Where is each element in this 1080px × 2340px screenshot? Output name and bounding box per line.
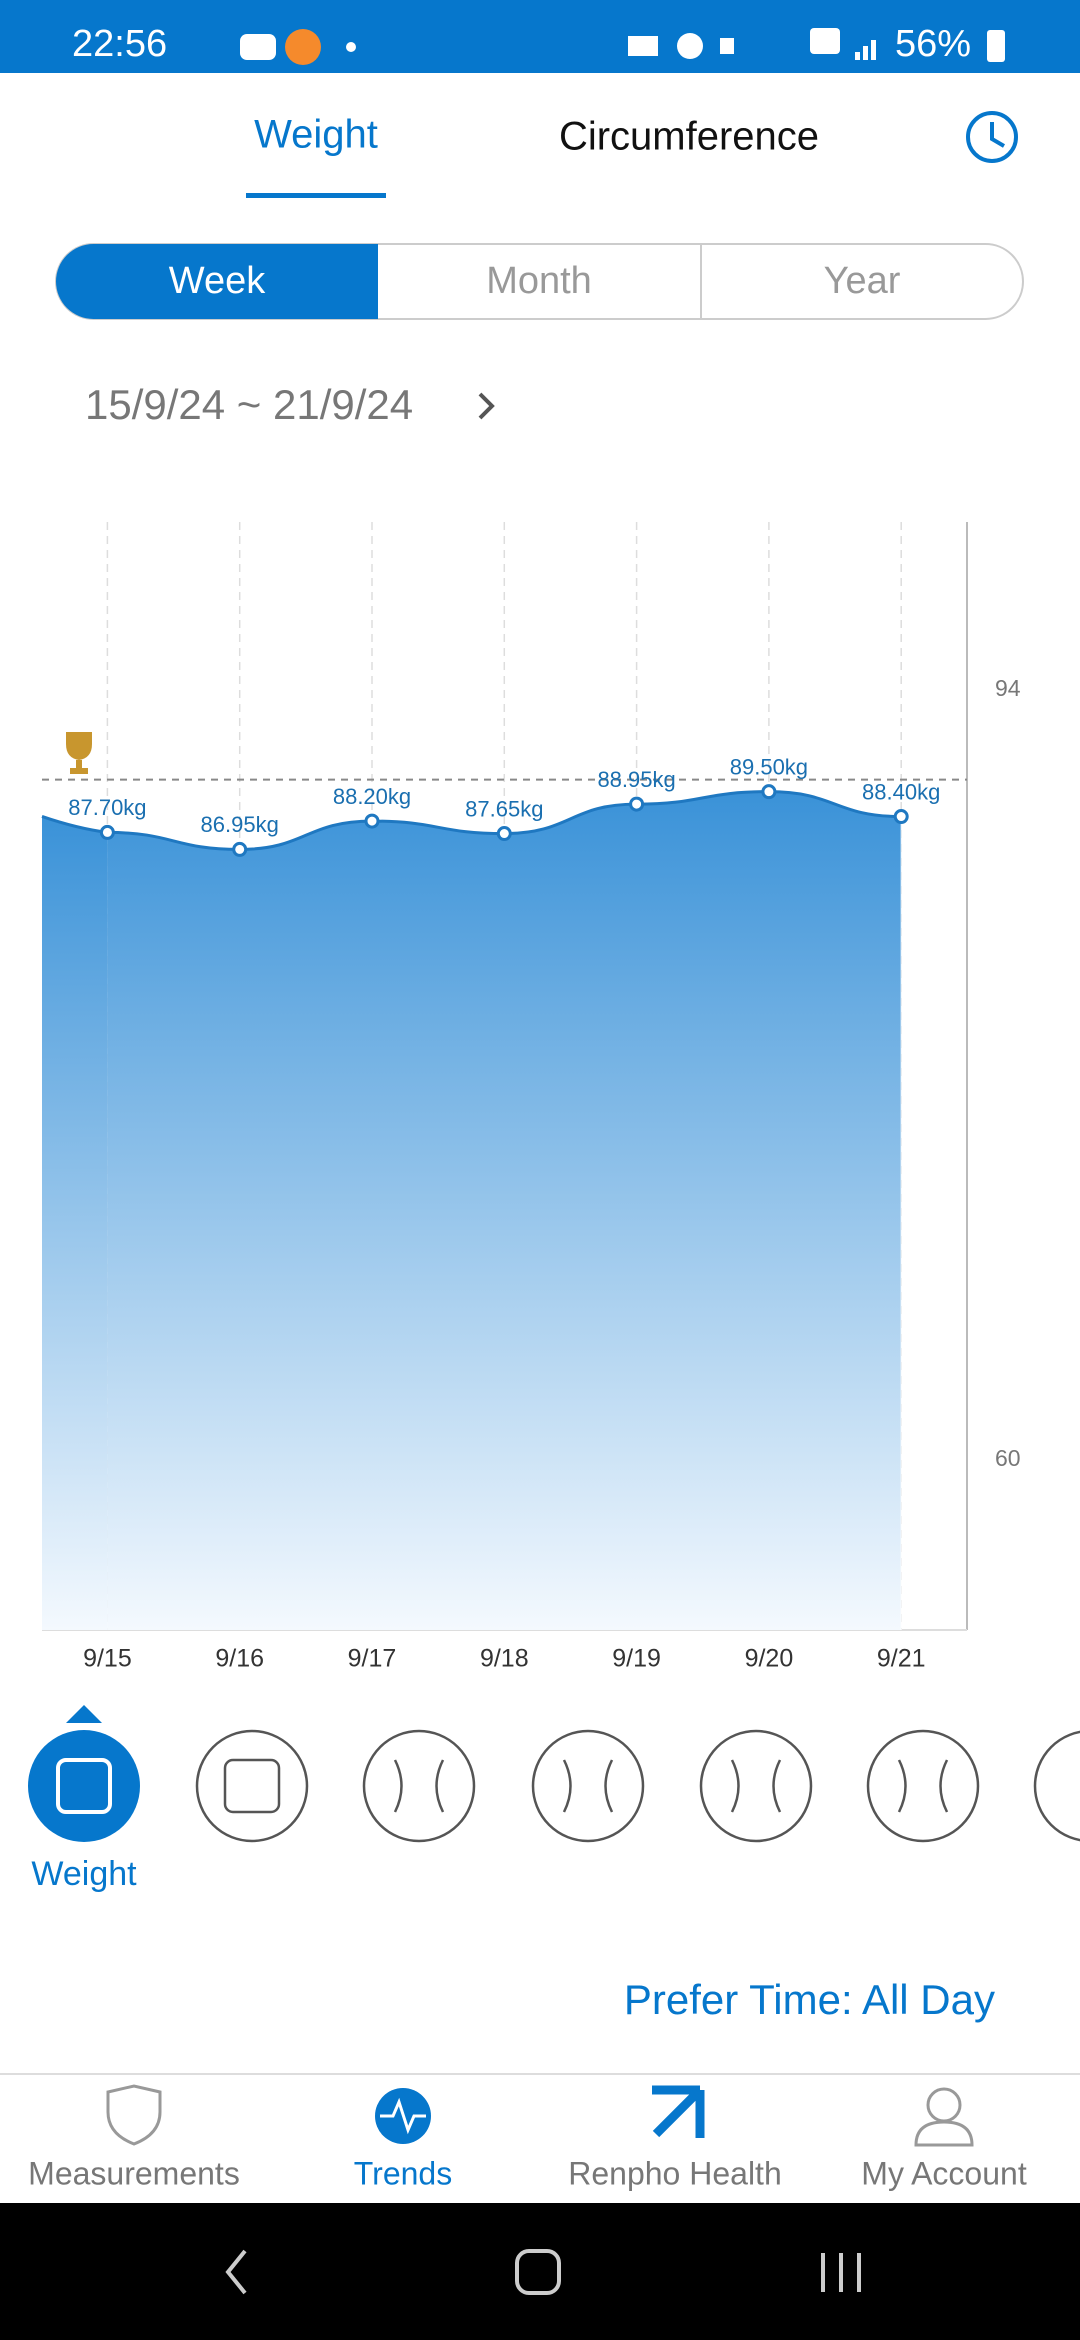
x-tick-label: 9/21 bbox=[877, 1645, 926, 1673]
point bbox=[893, 809, 909, 825]
tab-indicator bbox=[246, 193, 386, 198]
value-label: 89.50kg bbox=[730, 754, 808, 779]
value-label: 88.95kg bbox=[597, 767, 675, 792]
x-tick-label: 9/15 bbox=[83, 1645, 132, 1673]
x-tick-label: 9/18 bbox=[480, 1645, 529, 1673]
trophy-icon bbox=[66, 732, 92, 774]
x-tick-label: 9/16 bbox=[215, 1645, 264, 1673]
metric-icon-glyph bbox=[56, 1758, 112, 1814]
metric-icon[interactable] bbox=[866, 1729, 980, 1843]
metric-label: Weight bbox=[31, 1855, 137, 1893]
point bbox=[496, 826, 512, 842]
nav-icon bbox=[106, 2084, 162, 2146]
chart: 9/15 9/16 9/17 9/18 9/19 9/20 9/21 94 60 87.70kg 8… bbox=[41, 522, 1021, 1673]
period-selected bbox=[56, 244, 378, 319]
value-label: 88.20kg bbox=[333, 784, 411, 809]
period-option[interactable]: Month bbox=[486, 260, 592, 302]
status-battery: 56% bbox=[895, 23, 971, 65]
period-option[interactable]: Year bbox=[824, 260, 901, 302]
date-range[interactable]: 15/9/24 ~ 21/9/24 bbox=[85, 381, 413, 428]
nav-icon bbox=[914, 2120, 974, 2147]
nav-label[interactable]: Renpho Health bbox=[568, 2155, 781, 2191]
y-tick-label: 94 bbox=[995, 675, 1021, 701]
date-chevron[interactable] bbox=[478, 392, 495, 420]
metric-icon[interactable] bbox=[195, 1729, 309, 1843]
tab[interactable]: Weight bbox=[254, 113, 378, 157]
status-bar bbox=[0, 0, 1080, 73]
system-nav-bar bbox=[0, 2203, 1080, 2340]
period-option[interactable]: Week bbox=[169, 260, 266, 302]
point bbox=[629, 796, 645, 812]
history-button[interactable] bbox=[966, 111, 1018, 163]
point bbox=[99, 824, 115, 840]
value-label: 86.95kg bbox=[201, 812, 279, 837]
status-time: 22:56 bbox=[72, 23, 167, 65]
selected-indicator bbox=[66, 1705, 102, 1723]
prefer-time[interactable]: Prefer Time: All Day bbox=[624, 1976, 995, 2023]
nav-label[interactable]: My Account bbox=[861, 2155, 1027, 2191]
x-tick-label: 9/19 bbox=[612, 1645, 661, 1673]
nav-label[interactable]: Measurements bbox=[28, 2155, 240, 2191]
point bbox=[232, 841, 248, 857]
metric-icon[interactable] bbox=[531, 1729, 645, 1843]
x-tick-label: 9/20 bbox=[745, 1645, 794, 1673]
back-button[interactable] bbox=[225, 2249, 247, 2295]
value-label: 87.70kg bbox=[68, 795, 146, 820]
value-label: 87.65kg bbox=[465, 796, 543, 821]
recents-button[interactable] bbox=[821, 2253, 861, 2292]
tab[interactable]: Circumference bbox=[559, 115, 819, 159]
nav-icon-glyph bbox=[380, 2097, 426, 2135]
metric-icon[interactable] bbox=[1033, 1730, 1080, 1842]
nav-label[interactable]: Trends bbox=[354, 2155, 452, 2191]
point bbox=[364, 813, 380, 829]
area bbox=[107, 791, 902, 1630]
x-tick-label: 9/17 bbox=[348, 1645, 397, 1673]
y-tick-label: 60 bbox=[995, 1445, 1021, 1471]
metric-icon[interactable] bbox=[28, 1730, 140, 1842]
point bbox=[761, 784, 777, 800]
metric-icon[interactable] bbox=[699, 1729, 813, 1843]
area-lead bbox=[42, 816, 108, 1630]
home-button[interactable] bbox=[515, 2249, 561, 2295]
value-label: 88.40kg bbox=[862, 779, 940, 804]
metric-icon[interactable] bbox=[362, 1729, 476, 1843]
metric-icons bbox=[195, 1729, 1080, 1843]
nav-icon bbox=[926, 2087, 962, 2123]
status-icons bbox=[240, 28, 1005, 65]
nav-icon bbox=[652, 2085, 705, 2138]
